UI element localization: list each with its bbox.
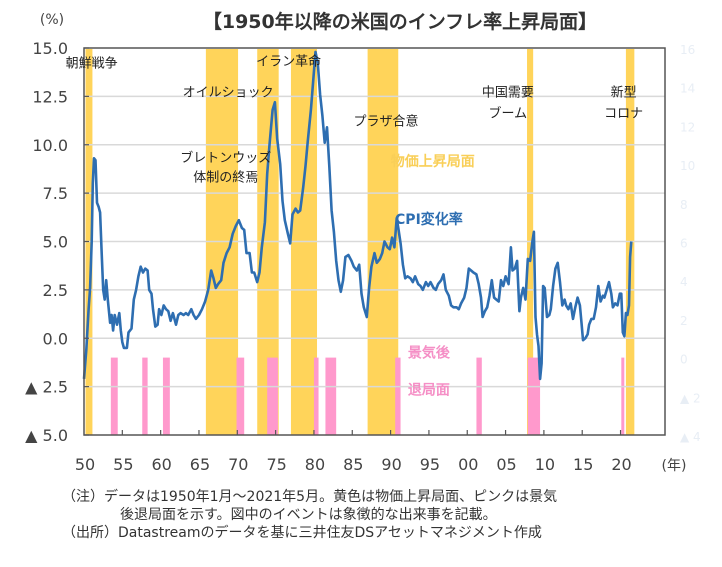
x-tick-label: 90	[381, 455, 401, 474]
recession-band	[527, 357, 541, 435]
event-annotation: 体制の終焉	[193, 170, 258, 186]
ghost-axis-label: ▲ 4	[680, 430, 701, 444]
event-annotation: 中国需要	[482, 85, 534, 100]
event-annotation: ブーム	[489, 106, 528, 122]
x-tick-label: 80	[305, 455, 325, 474]
gridlines	[84, 95, 665, 388]
y-tick-label: 7.5	[43, 184, 68, 203]
y-tick-label: 5.0	[43, 233, 68, 252]
x-tick-label: 70	[228, 455, 248, 474]
x-tick-label: 65	[190, 455, 210, 474]
recession-band	[162, 357, 170, 435]
chart-title: 【1950年以降の米国のインフレ率上昇局面】	[203, 10, 597, 33]
ghost-axis-label: 0	[680, 353, 688, 367]
x-tick-label: 75	[266, 455, 286, 474]
recession-band	[110, 357, 118, 435]
ghost-axis-label: 14	[680, 82, 695, 96]
note-line-2: 後退局面を示す。図中のイベントは象徴的な出来事を記載。	[120, 507, 497, 523]
legend-label-pink: 退局面	[408, 382, 450, 398]
recession-band	[267, 357, 278, 435]
x-tick-label: 55	[113, 455, 133, 474]
source-line: （出所）Datastreamのデータを基に三井住友DSアセットマネジメント作成	[62, 525, 542, 541]
event-annotation: イラン革命	[256, 53, 321, 69]
recession-band	[395, 357, 401, 435]
recession-band	[313, 357, 319, 435]
x-axis-unit-label: (年)	[662, 458, 687, 474]
x-tick-label: 00	[458, 455, 478, 474]
y-axis-ticks: 15.0 12.5 10.0 7.5 5.0 2.5 0.0 ▲ 2.5 ▲ 5.0	[25, 39, 89, 445]
legend-label-pink: 景気後	[408, 345, 451, 362]
y-tick-label: 0.0	[43, 329, 68, 348]
note-line-1: （注）データは1950年1月～2021年5月。黄色は物価上昇局面、ピンクは景気	[62, 489, 558, 505]
event-annotation: ブレトンウッズ	[180, 150, 271, 166]
ghost-axis-label: 16	[680, 43, 695, 57]
event-annotation: 朝鮮戦争	[66, 56, 118, 71]
x-tick-label: 05	[496, 455, 516, 474]
event-annotation: プラザ合意	[353, 113, 418, 129]
recession-band	[325, 357, 337, 435]
event-annotation: 新型	[611, 84, 637, 100]
y-tick-label: 12.5	[32, 87, 68, 106]
event-annotation: オイルショック	[183, 85, 274, 100]
ghost-axis-label: 10	[680, 159, 695, 173]
x-tick-label: 15	[573, 455, 593, 474]
y-tick-label: ▲ 5.0	[25, 426, 68, 445]
y-tick-label: 10.0	[32, 136, 68, 155]
x-tick-label: 60	[151, 455, 171, 474]
x-tick-label: 10	[535, 455, 555, 474]
cpi-series	[82, 50, 633, 381]
ghost-axis-label: 8	[680, 198, 688, 212]
recession-band	[142, 357, 148, 435]
ghost-axis-label: 4	[680, 275, 688, 289]
x-tick-label: 50	[75, 455, 95, 474]
x-axis-ticks: 50 55 60 65 70 75 80 85 90 95 00 05 10 15 20	[75, 430, 632, 474]
x-tick-label: 95	[420, 455, 440, 474]
chart-notes: （注）データは1950年1月～2021年5月。黄色は物価上昇局面、ピンクは景気 …	[62, 488, 557, 542]
ghost-axis-label: ▲ 2	[680, 391, 701, 405]
event-annotation: コロナ	[604, 107, 643, 122]
ghost-axis-label: 6	[680, 237, 688, 251]
ghost-axis-label: 2	[680, 314, 688, 328]
recession-band	[236, 357, 245, 435]
y-tick-label: 2.5	[43, 281, 68, 300]
y-tick-label: ▲ 2.5	[25, 378, 68, 397]
x-tick-label: 20	[611, 455, 631, 474]
y-tick-label: 15.0	[32, 39, 68, 58]
legend-label-blue: CPI変化率	[395, 211, 463, 228]
y-axis-unit-label: (%)	[40, 12, 64, 28]
secondary-axis-ghost: 16 14 12 10 8 6 4 2 0 ▲ 2 ▲ 4	[680, 43, 701, 444]
recession-band	[621, 357, 625, 435]
recession-band	[476, 357, 482, 435]
ghost-axis-label: 12	[680, 120, 695, 134]
legend-label-yellow: 物価上昇局面	[391, 153, 475, 170]
x-tick-label: 85	[343, 455, 363, 474]
cpi-line	[82, 50, 633, 381]
